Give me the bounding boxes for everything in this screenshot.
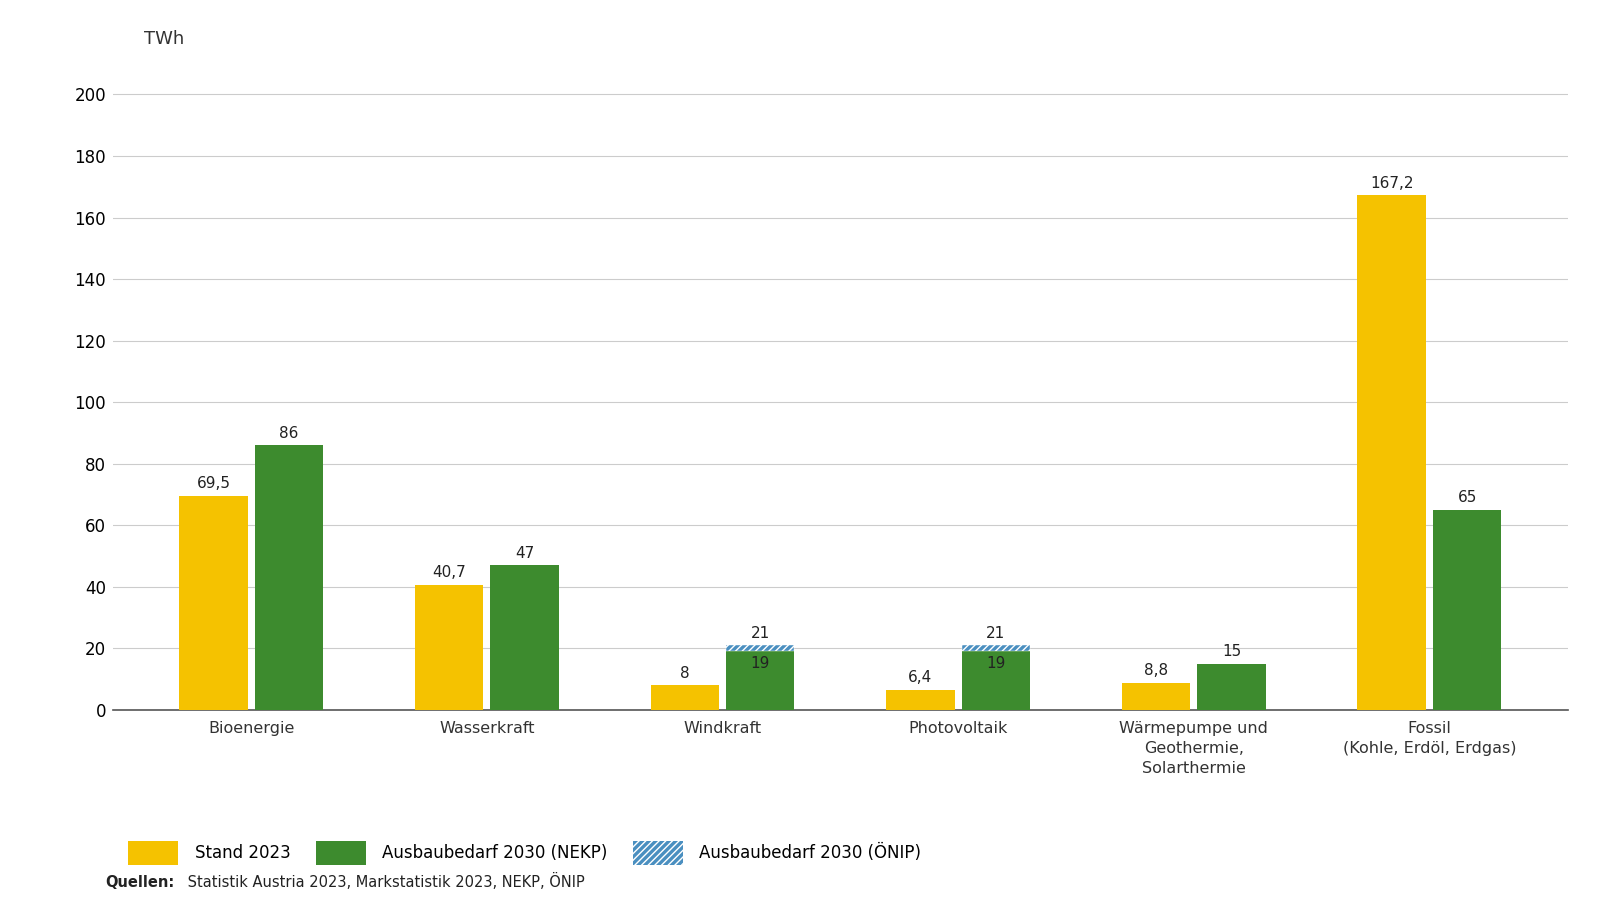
Text: 86: 86 [280,426,299,440]
Bar [415,584,483,710]
Bar [726,645,795,652]
Bar [651,685,719,710]
Text: 19: 19 [750,656,769,671]
Bar [962,652,1029,710]
Text: 21: 21 [986,625,1005,641]
Text: 167,2: 167,2 [1370,176,1414,191]
Bar [255,445,323,710]
Text: 8: 8 [680,665,690,681]
Text: 40,7: 40,7 [431,565,465,580]
Text: 19: 19 [986,656,1005,671]
Bar [1122,682,1191,710]
Text: 69,5: 69,5 [197,476,231,491]
Text: 21: 21 [750,625,769,641]
Bar [726,652,795,710]
Bar [1433,510,1501,710]
Bar [179,496,247,710]
Text: 65: 65 [1458,490,1477,505]
Text: TWh: TWh [144,30,184,48]
Text: Statistik Austria 2023, Markstatistik 2023, NEKP, ÖNIP: Statistik Austria 2023, Markstatistik 20… [183,874,585,890]
Text: Quellen:: Quellen: [105,875,175,890]
Text: 47: 47 [516,546,535,561]
Bar [1197,663,1265,710]
Text: 6,4: 6,4 [908,671,932,685]
Legend: Stand 2023, Ausbaubedarf 2030 (NEKP), Ausbaubedarf 2030 (ÖNIP): Stand 2023, Ausbaubedarf 2030 (NEKP), Au… [121,834,928,872]
Text: 8,8: 8,8 [1144,663,1168,678]
Bar [962,645,1029,652]
Bar [886,690,955,710]
Text: 15: 15 [1222,644,1241,659]
Bar [490,565,559,710]
Bar [1357,196,1425,710]
